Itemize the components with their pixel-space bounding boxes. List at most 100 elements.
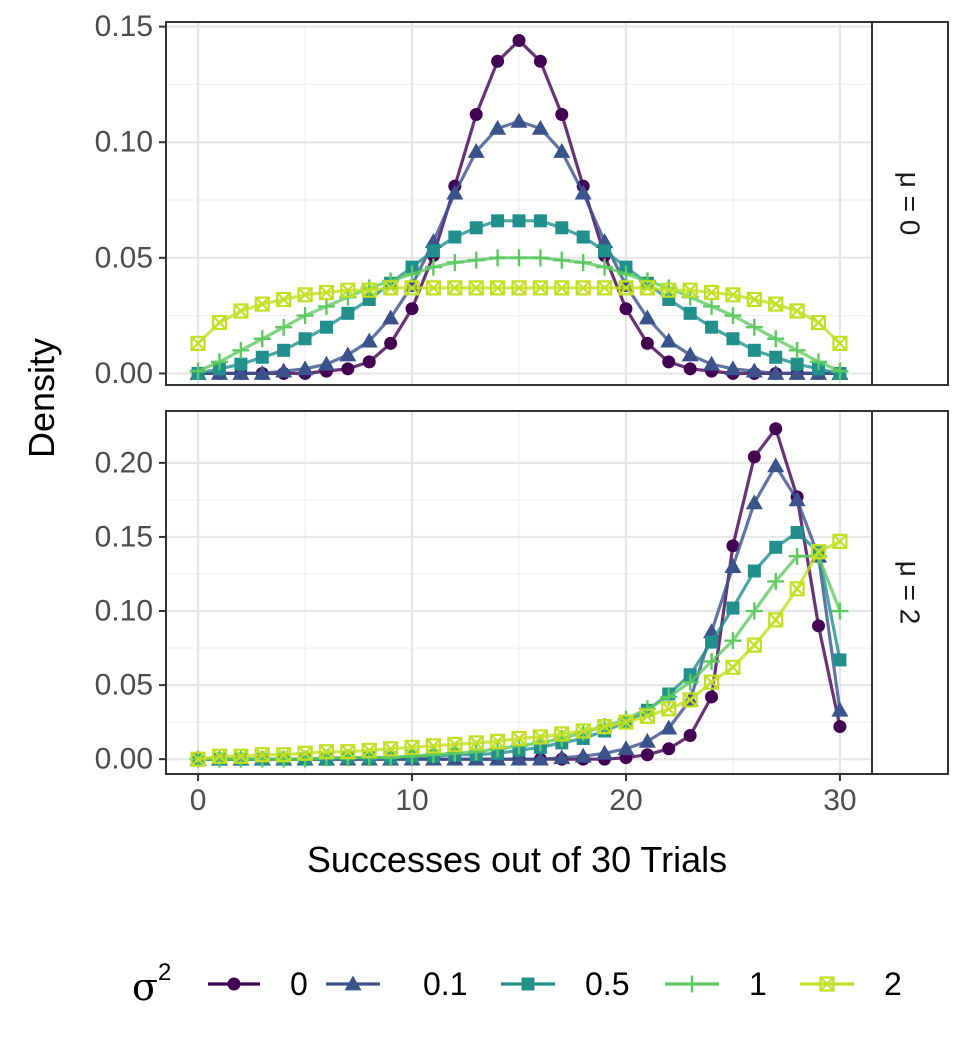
data-point bbox=[769, 540, 783, 554]
data-point bbox=[510, 249, 528, 267]
legend-label: 0 bbox=[290, 966, 308, 1002]
data-point bbox=[745, 362, 763, 378]
data-point bbox=[510, 112, 528, 128]
y-tick-label: 0.00 bbox=[95, 357, 153, 390]
data-point bbox=[767, 364, 785, 380]
legend-item-1: 1 bbox=[665, 966, 767, 1002]
y-axis: 0.00 0.05 0.10 0.15 bbox=[95, 10, 166, 390]
data-point bbox=[318, 284, 335, 301]
data-point bbox=[382, 309, 400, 325]
data-point bbox=[424, 746, 442, 764]
data-point bbox=[210, 353, 228, 371]
data-point bbox=[726, 539, 740, 553]
data-point bbox=[618, 714, 634, 730]
data-point bbox=[469, 221, 483, 235]
data-point bbox=[810, 353, 828, 371]
data-point bbox=[275, 362, 293, 378]
panel-series bbox=[189, 422, 849, 768]
data-point bbox=[469, 107, 483, 121]
data-point bbox=[596, 718, 613, 735]
data-point bbox=[745, 318, 763, 336]
data-point bbox=[788, 341, 806, 359]
data-point bbox=[832, 533, 848, 549]
data-point bbox=[745, 602, 763, 620]
data-point bbox=[724, 360, 742, 376]
data-point bbox=[575, 723, 591, 739]
x-tick-label: 0 bbox=[190, 784, 207, 817]
data-point bbox=[446, 253, 464, 271]
data-point bbox=[275, 318, 293, 336]
data-point bbox=[424, 258, 442, 276]
y-tick-label: 0.00 bbox=[95, 743, 153, 776]
y-tick-label: 0.15 bbox=[95, 520, 153, 553]
data-point bbox=[341, 362, 355, 376]
data-point bbox=[276, 747, 292, 763]
data-point bbox=[725, 659, 741, 675]
data-point bbox=[489, 119, 507, 135]
legend-label: 0.1 bbox=[423, 966, 467, 1002]
legend-item-0-1: 0.1 bbox=[326, 966, 467, 1002]
data-point bbox=[831, 602, 849, 620]
data-point bbox=[788, 364, 806, 380]
data-point bbox=[640, 336, 654, 350]
data-point bbox=[705, 320, 719, 334]
data-point bbox=[638, 309, 656, 325]
data-point bbox=[596, 258, 614, 276]
data-point bbox=[446, 184, 464, 200]
data-point bbox=[768, 612, 784, 628]
data-point bbox=[617, 265, 635, 283]
y-axis-title: Density bbox=[21, 338, 62, 458]
y-axis: 0.00 0.05 0.10 0.15 0.20 bbox=[95, 446, 166, 776]
data-point bbox=[574, 184, 592, 200]
data-point bbox=[254, 296, 270, 312]
data-point bbox=[576, 230, 590, 244]
data-point bbox=[341, 306, 355, 320]
data-point bbox=[491, 54, 505, 68]
data-point bbox=[382, 749, 400, 767]
data-point bbox=[703, 284, 720, 301]
data-point bbox=[490, 280, 506, 296]
strip-label: μ = 2 bbox=[895, 561, 926, 625]
y-tick-label: 0.20 bbox=[95, 446, 153, 479]
data-point bbox=[405, 302, 419, 316]
data-point bbox=[724, 632, 742, 650]
data-point bbox=[190, 335, 206, 351]
series-sigma2-2 bbox=[190, 533, 848, 767]
data-point bbox=[703, 355, 721, 371]
data-point bbox=[424, 233, 442, 249]
data-point bbox=[812, 619, 826, 633]
data-point bbox=[789, 581, 805, 597]
data-point bbox=[510, 750, 528, 766]
data-point bbox=[531, 119, 549, 135]
data-point bbox=[234, 357, 248, 371]
data-point bbox=[404, 739, 420, 755]
data-point bbox=[532, 729, 548, 745]
data-point bbox=[447, 736, 463, 752]
data-point bbox=[383, 741, 399, 757]
data-point bbox=[490, 733, 506, 750]
data-point bbox=[574, 747, 592, 763]
data-point bbox=[426, 244, 440, 258]
data-point bbox=[467, 251, 485, 269]
data-point bbox=[233, 748, 249, 764]
data-point bbox=[747, 450, 761, 464]
data-point bbox=[682, 282, 698, 298]
data-point bbox=[489, 249, 507, 267]
data-point bbox=[681, 346, 699, 362]
data-point bbox=[790, 357, 804, 371]
data-point bbox=[726, 601, 740, 615]
data-point bbox=[276, 291, 292, 308]
data-point bbox=[661, 701, 677, 717]
data-point bbox=[468, 735, 484, 751]
data-point bbox=[425, 738, 442, 754]
data-point bbox=[746, 291, 762, 308]
data-point bbox=[404, 280, 420, 296]
panel-mu-0: 0.00 0.05 0.10 0.15 μ = 0 bbox=[95, 10, 949, 390]
data-point bbox=[362, 355, 376, 369]
data-point bbox=[361, 282, 377, 298]
data-point bbox=[340, 282, 356, 298]
data-point bbox=[789, 303, 805, 319]
data-point bbox=[531, 249, 549, 267]
data-point bbox=[253, 330, 271, 348]
